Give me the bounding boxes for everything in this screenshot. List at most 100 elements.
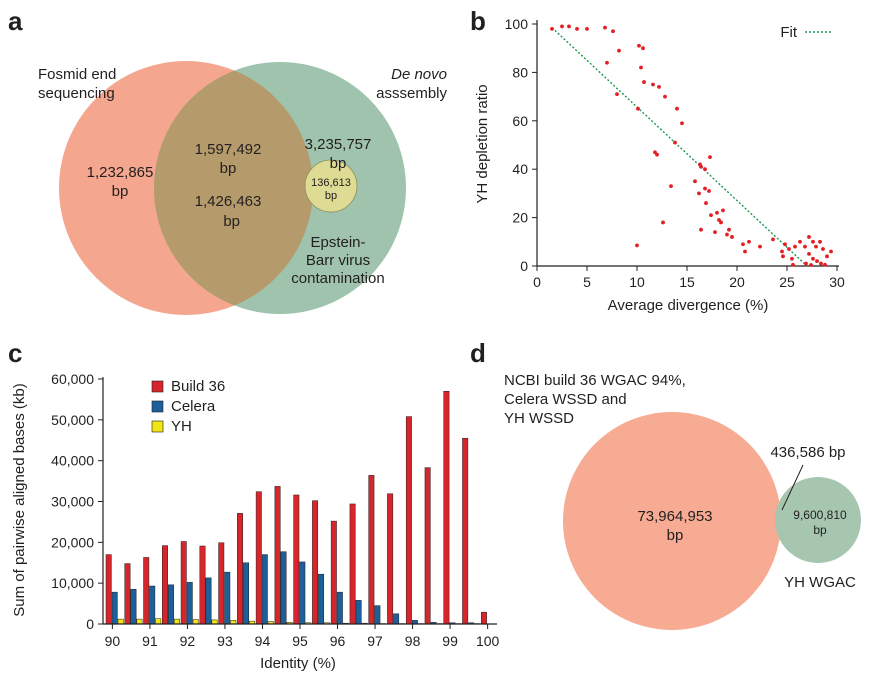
bar-celera (393, 613, 400, 625)
scatter-point (651, 82, 655, 87)
scatter-point (719, 220, 723, 225)
scatter-point (560, 24, 564, 29)
scatter-point (575, 26, 579, 31)
bar-yh (117, 618, 124, 625)
scatter-point (707, 189, 711, 193)
bar-x-tick-label: 93 (217, 633, 233, 649)
scatter-point (603, 25, 607, 30)
panel-c-label: c (8, 338, 22, 368)
bar-build-36 (349, 503, 356, 625)
scatter-y-tick-label: 0 (520, 258, 528, 274)
bar-celera (355, 600, 362, 625)
scatter-point (790, 256, 794, 261)
bar-celera (299, 561, 306, 625)
bar-x-axis-title: Identity (%) (260, 655, 336, 672)
scatter-point (655, 152, 659, 157)
scatter-point (615, 92, 619, 97)
bar-celera (186, 582, 193, 625)
scatter-point (814, 244, 818, 249)
scatter-y-axis-title: YH depletion ratio (474, 84, 491, 203)
denovo-label-line2: asssembly (376, 85, 447, 102)
overlap-unit-2: bp (223, 213, 240, 230)
bar-yh (136, 618, 143, 625)
venn-a (59, 61, 406, 315)
scatter-point (798, 239, 802, 244)
scatter-x-tick-label: 20 (729, 274, 745, 290)
bar-y-tick-label: 40,000 (51, 453, 94, 469)
panel-d-title-line3: YH WSSD (504, 410, 574, 427)
overlap-value-1: 1,597,492 (195, 141, 262, 158)
scatter-point (811, 256, 815, 261)
scatter-point (823, 262, 827, 267)
bar-yh (211, 619, 218, 625)
bar-legend: Build 36 Celera YH (151, 378, 225, 435)
scatter-point (713, 230, 717, 235)
ebv-label-line1: Epstein- (310, 234, 365, 251)
scatter-point (567, 24, 571, 29)
bar-build-36 (143, 557, 150, 625)
scatter-points (550, 24, 833, 267)
scatter-point (611, 29, 615, 34)
bar-build-36 (237, 513, 243, 625)
bar-celera (111, 591, 118, 625)
bar-yh (192, 619, 199, 625)
scatter-y-tick-label: 100 (505, 16, 529, 32)
bar-x-tick-label: 97 (367, 633, 383, 649)
legend-fit-label: Fit (780, 24, 797, 41)
bar-build-36 (405, 416, 412, 625)
scatter-point (693, 179, 697, 184)
bar-x-tick-label: 92 (180, 633, 196, 649)
scatter-point (617, 48, 621, 53)
legend-label-celera: Celera (171, 398, 216, 415)
bar-build-36 (124, 563, 131, 625)
scatter-point (771, 237, 775, 242)
scatter-point (727, 227, 731, 232)
panel-d: d NCBI build 36 WGAC 94%, Celera WSSD an… (470, 338, 861, 630)
scatter-x-tick-label: 0 (533, 274, 541, 290)
bar-celera (318, 573, 325, 625)
scatter-point (550, 26, 554, 31)
bar-celera (280, 551, 287, 625)
bar-y-tick-label: 50,000 (51, 412, 94, 428)
bar-celera (336, 591, 343, 625)
scatter-point (641, 46, 645, 51)
scatter-point (704, 201, 708, 205)
scatter-y-tick-label: 40 (512, 161, 528, 177)
scatter-x-tick-label: 10 (629, 274, 645, 290)
bar-celera (261, 554, 268, 625)
bar-axes: 0 10,000 20,000 30,000 40,000 50,000 60,000 90 9… (51, 371, 499, 649)
bar-x-tick-label: 91 (142, 633, 158, 649)
legend-label-yh: YH (171, 418, 192, 435)
scatter-point (669, 184, 673, 189)
legend-swatch-celera (151, 400, 164, 413)
scatter-point (825, 254, 829, 259)
bar-build-36 (424, 467, 431, 625)
scatter-axes: 0 20 40 60 80 100 0 5 10 15 20 25 30 (505, 16, 845, 290)
scatter-point (741, 242, 745, 247)
scatter-point (637, 43, 641, 48)
scatter-point (783, 242, 787, 247)
bar-y-tick-label: 30,000 (51, 494, 94, 510)
panel-a-label: a (8, 6, 23, 36)
scatter-point (605, 60, 609, 65)
denovo-label-line1: De novo (391, 66, 447, 83)
bar-build-36 (480, 611, 487, 625)
bar-celera (224, 571, 231, 625)
denovo-only-value: 3,235,757 (305, 136, 372, 153)
yh-wgac-label: YH WGAC (784, 574, 856, 591)
scatter-point (663, 94, 667, 99)
scatter-point (697, 191, 701, 196)
bar-build-36 (218, 542, 225, 625)
scatter-point (804, 261, 808, 266)
scatter-y-tick-label: 80 (512, 64, 528, 80)
bar-celera (130, 589, 137, 625)
scatter-point (780, 249, 784, 254)
bar-celera (149, 585, 156, 625)
bar-celera (243, 562, 249, 625)
bar-build-36 (462, 437, 469, 625)
scatter-legend: Fit (780, 24, 832, 41)
bar-x-tick-label: 90 (105, 633, 121, 649)
scatter-point (809, 263, 813, 267)
overlap-value-d: 436,586 bp (770, 444, 845, 461)
fosmid-only-value: 1,232,865 (87, 164, 154, 181)
